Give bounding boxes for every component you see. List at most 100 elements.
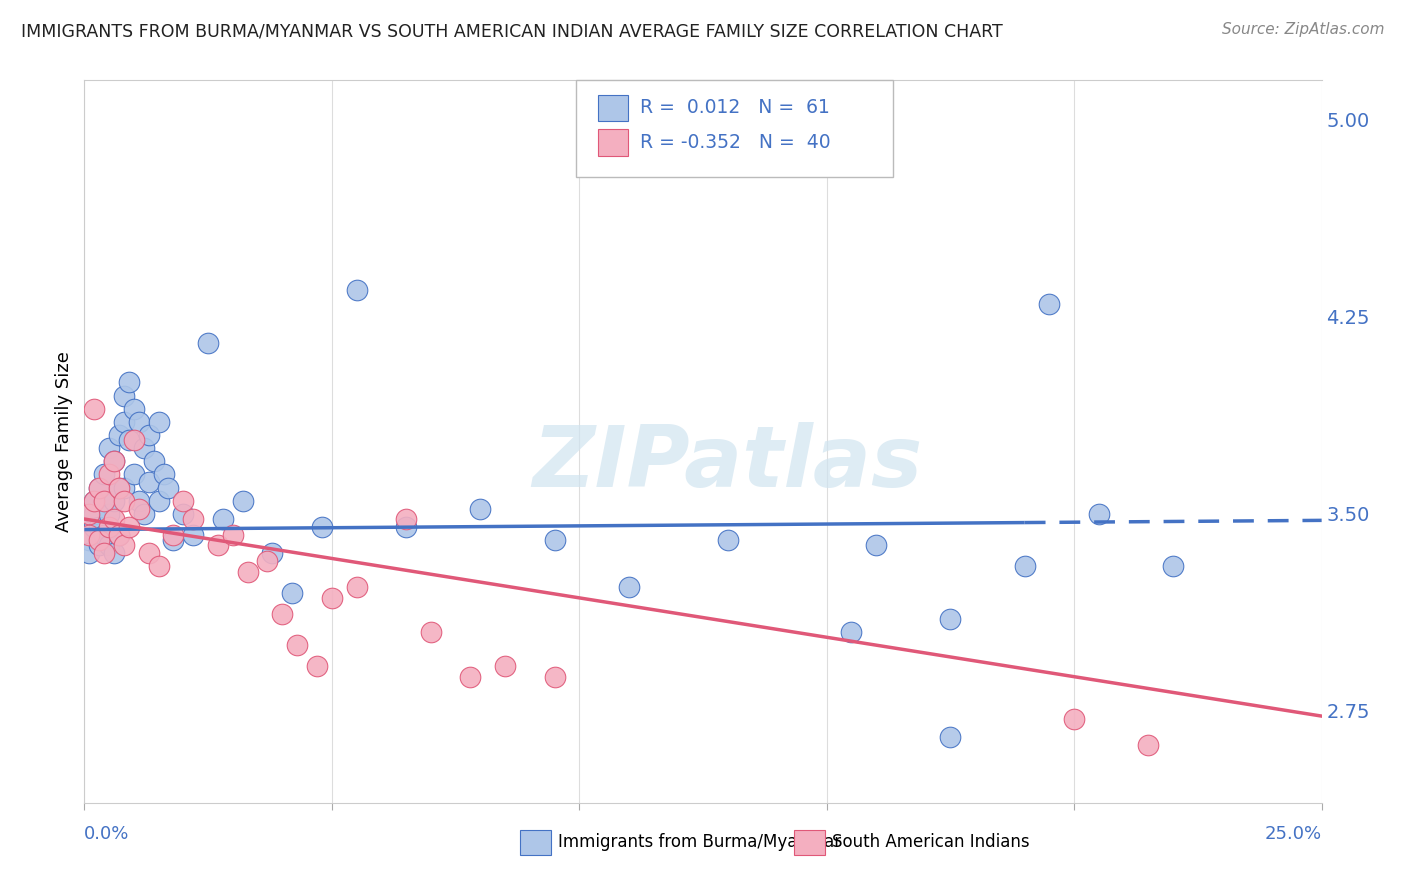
Point [112, 388, 135, 402]
Point [311, 520, 333, 534]
Point [93, 493, 115, 508]
Point [939, 730, 962, 744]
Point [122, 434, 145, 448]
Point [152, 467, 174, 482]
Point [157, 481, 180, 495]
Point [256, 554, 278, 568]
Point [108, 481, 131, 495]
Point [197, 336, 219, 351]
Point [543, 670, 565, 684]
Point [128, 501, 150, 516]
Point [181, 512, 204, 526]
Point [222, 528, 245, 542]
Point [1161, 559, 1184, 574]
Point [865, 538, 887, 552]
Point [543, 533, 565, 547]
Point [118, 434, 141, 448]
Point [79, 533, 101, 547]
Y-axis label: Average Family Size: Average Family Size [55, 351, 73, 532]
Point [89, 481, 111, 495]
Point [172, 493, 194, 508]
Point [162, 533, 184, 547]
Point [108, 481, 131, 495]
Point [83, 507, 105, 521]
Point [460, 670, 482, 684]
Point [305, 659, 328, 673]
Point [89, 538, 111, 552]
Point [271, 607, 294, 621]
Point [112, 415, 135, 429]
Point [122, 467, 145, 482]
Text: 0.0%: 0.0% [84, 825, 129, 843]
Point [212, 512, 235, 526]
Point [346, 580, 368, 594]
Text: IMMIGRANTS FROM BURMA/MYANMAR VS SOUTH AMERICAN INDIAN AVERAGE FAMILY SIZE CORRE: IMMIGRANTS FROM BURMA/MYANMAR VS SOUTH A… [21, 22, 1002, 40]
Point [617, 580, 640, 594]
Point [1038, 296, 1060, 310]
Point [346, 284, 368, 298]
Point [717, 533, 740, 547]
Point [103, 512, 125, 526]
Point [132, 441, 155, 455]
Point [103, 493, 125, 508]
Point [419, 625, 441, 640]
Point [89, 520, 111, 534]
Point [108, 428, 131, 442]
Point [98, 538, 121, 552]
Point [93, 546, 115, 560]
Point [138, 475, 160, 490]
Text: ZIPatlas: ZIPatlas [533, 422, 922, 505]
Point [103, 546, 125, 560]
Point [112, 481, 135, 495]
Point [98, 520, 121, 534]
Point [142, 454, 165, 468]
Point [83, 401, 105, 416]
Point [79, 546, 101, 560]
Point [181, 528, 204, 542]
Point [79, 528, 101, 542]
Point [108, 528, 131, 542]
Point [98, 507, 121, 521]
Point [93, 493, 115, 508]
Point [79, 507, 101, 521]
Point [148, 559, 170, 574]
Point [128, 493, 150, 508]
Point [93, 528, 115, 542]
Point [138, 546, 160, 560]
Point [89, 533, 111, 547]
Text: South American Indians: South American Indians [832, 833, 1031, 851]
Point [1014, 559, 1036, 574]
Point [83, 493, 105, 508]
Point [138, 428, 160, 442]
Point [112, 493, 135, 508]
Point [108, 528, 131, 542]
Point [122, 401, 145, 416]
Point [285, 638, 308, 652]
Point [89, 481, 111, 495]
Point [172, 507, 194, 521]
Text: Source: ZipAtlas.com: Source: ZipAtlas.com [1222, 22, 1385, 37]
Point [1137, 738, 1160, 752]
Text: R =  0.012   N =  61: R = 0.012 N = 61 [640, 98, 830, 118]
Point [98, 467, 121, 482]
Point [93, 467, 115, 482]
Point [262, 546, 284, 560]
Point [470, 501, 492, 516]
Point [1063, 712, 1085, 726]
Point [98, 441, 121, 455]
Point [148, 493, 170, 508]
Text: 25.0%: 25.0% [1264, 825, 1322, 843]
Point [1088, 507, 1111, 521]
Point [207, 538, 229, 552]
Point [103, 454, 125, 468]
Point [236, 565, 259, 579]
Point [83, 520, 105, 534]
Point [132, 507, 155, 521]
Point [494, 659, 516, 673]
Text: R = -0.352   N =  40: R = -0.352 N = 40 [640, 133, 831, 153]
Point [112, 538, 135, 552]
Point [118, 520, 141, 534]
Point [939, 612, 962, 626]
Point [118, 376, 141, 390]
Point [281, 585, 304, 599]
